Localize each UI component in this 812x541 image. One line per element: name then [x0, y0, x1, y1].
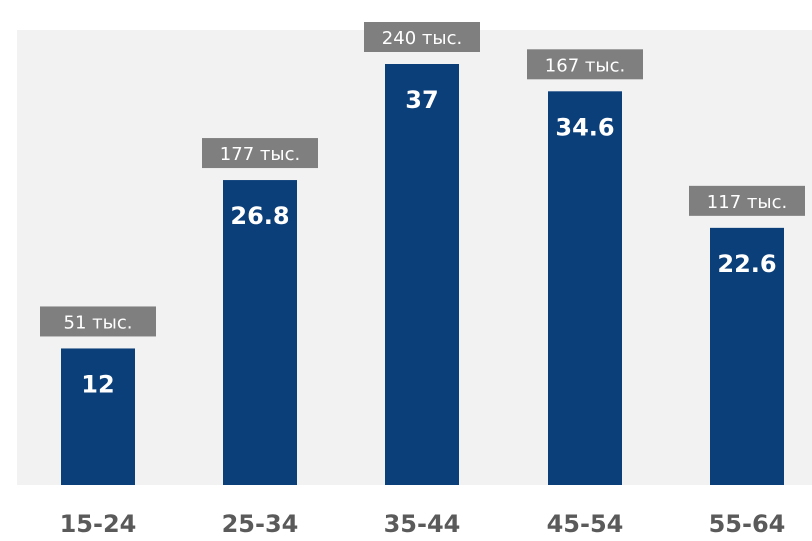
- value-label: 12: [81, 370, 114, 398]
- category-label: 15-24: [60, 510, 137, 538]
- count-label: 51 тыс.: [64, 312, 133, 333]
- count-box: [364, 22, 480, 52]
- count-label: 167 тыс.: [545, 55, 625, 76]
- count-box: [527, 49, 643, 80]
- category-label: 45-54: [547, 510, 624, 538]
- category-label: 55-64: [709, 510, 786, 538]
- count-label: 177 тыс.: [220, 144, 300, 165]
- count-box: [689, 185, 805, 216]
- bar-25-34: [223, 180, 297, 486]
- bar-55-64: [710, 227, 784, 486]
- category-label: 35-44: [384, 510, 461, 538]
- value-label: 22.6: [717, 250, 776, 278]
- bar-35-44: [385, 64, 459, 485]
- bar-15-24: [61, 348, 135, 485]
- value-label: 34.6: [555, 113, 614, 141]
- value-label: 37: [405, 86, 438, 114]
- count-label: 240 тыс.: [382, 28, 462, 49]
- count-box: [202, 138, 318, 169]
- value-label: 26.8: [230, 202, 289, 230]
- bar-45-54: [548, 91, 622, 485]
- count-box: [40, 306, 156, 337]
- count-label: 117 тыс.: [707, 192, 787, 213]
- category-label: 25-34: [222, 510, 299, 538]
